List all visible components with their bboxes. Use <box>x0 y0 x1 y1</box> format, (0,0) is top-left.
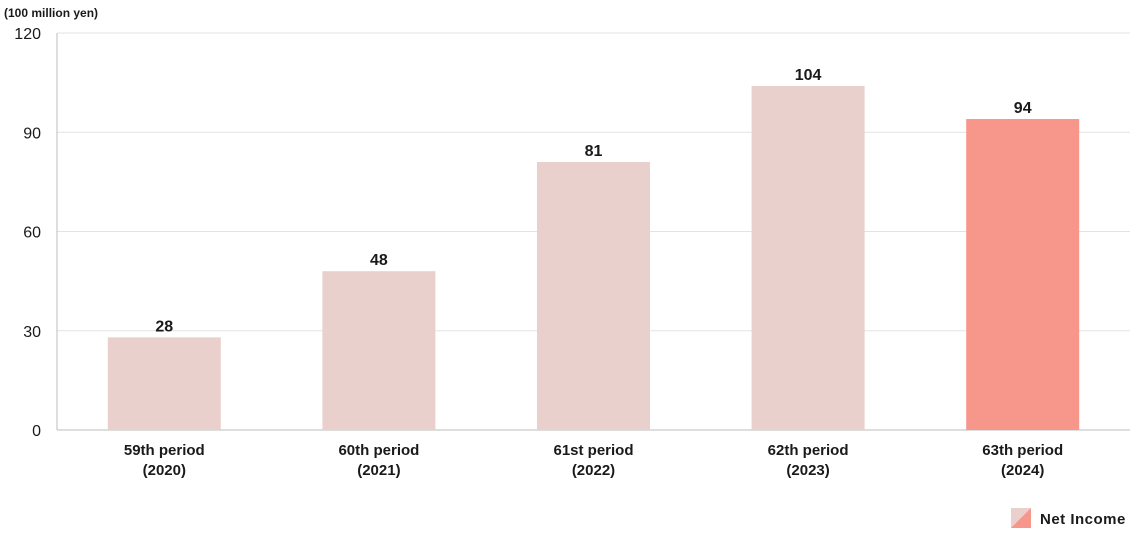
data-label: 28 <box>155 318 173 335</box>
y-axis-unit-label: (100 million yen) <box>4 6 98 20</box>
y-tick-label: 0 <box>32 423 41 440</box>
bar <box>537 162 650 430</box>
bar <box>107 337 221 430</box>
x-tick-label: 62th period <box>768 442 849 459</box>
bars <box>107 85 1080 431</box>
bar <box>966 119 1080 431</box>
data-label: 104 <box>795 67 822 84</box>
legend-label-net-income: Net Income <box>1040 511 1126 528</box>
y-tick-label: 60 <box>23 225 41 242</box>
y-tick-label: 90 <box>23 125 41 142</box>
bar <box>751 85 865 430</box>
bar <box>322 271 436 430</box>
x-tick-year: (2022) <box>572 462 615 479</box>
x-tick-year: (2024) <box>1001 462 1044 479</box>
x-tick-label: 59th period <box>124 442 205 459</box>
data-labels: 28 48 81 104 94 <box>155 67 1031 335</box>
y-axis-ticks: 0 30 60 90 120 <box>14 26 41 440</box>
x-tick-year: (2021) <box>357 462 400 479</box>
legend-swatch-highlight <box>1011 508 1031 528</box>
x-tick-year: (2023) <box>786 462 829 479</box>
x-tick-label: 63th period <box>982 442 1063 459</box>
data-label: 94 <box>1014 100 1032 117</box>
x-tick-label: 60th period <box>338 442 419 459</box>
data-label: 81 <box>585 143 603 160</box>
y-tick-label: 30 <box>23 324 41 341</box>
data-label: 48 <box>370 252 388 269</box>
legend: Net Income <box>1011 508 1126 528</box>
x-axis-ticks: 59th period (2020) 60th period (2021) 61st p… <box>124 442 1063 479</box>
y-tick-label: 120 <box>14 26 41 43</box>
x-tick-year: (2020) <box>143 462 186 479</box>
x-tick-label: 61st period <box>553 442 633 459</box>
